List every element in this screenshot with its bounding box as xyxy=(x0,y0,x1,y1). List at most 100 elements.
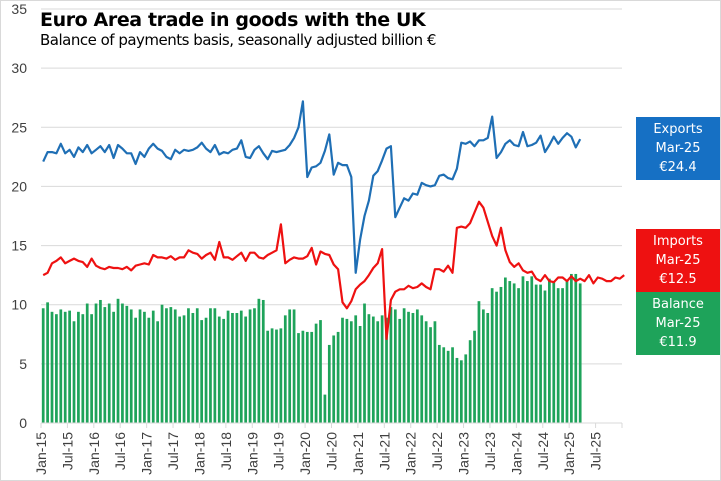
balance-bar xyxy=(332,335,336,423)
x-tick-label: Jan-22 xyxy=(403,432,419,475)
y-axis-ticks: 0 5 10 15 20 25 30 35 xyxy=(11,1,27,431)
balance-bar xyxy=(327,344,331,423)
exports-callout-name: Exports xyxy=(653,122,703,137)
balance-bar xyxy=(371,316,375,423)
balance-bar xyxy=(503,277,507,423)
balance-bar xyxy=(266,330,270,423)
balance-bar xyxy=(151,310,155,423)
balance-bar xyxy=(138,309,142,423)
balance-bar xyxy=(165,308,168,423)
balance-bar xyxy=(468,340,472,423)
x-axis: Jan-15 Jul-15 Jan-16 Jul-16 Jan-17 Jul-17 Jan-… xyxy=(33,422,623,475)
balance-bar xyxy=(556,288,560,423)
balance-bar xyxy=(367,314,371,423)
balance-bar xyxy=(341,317,344,423)
x-tick-label: Jul-20 xyxy=(324,432,340,470)
balance-bar xyxy=(209,308,212,423)
balance-bar xyxy=(297,333,300,423)
balance-bar xyxy=(200,320,204,423)
balance-bar xyxy=(147,317,151,423)
y-tick-label: 0 xyxy=(19,415,27,431)
balance-bar xyxy=(565,281,569,423)
balance-bar xyxy=(239,310,243,423)
balance-bar xyxy=(217,316,221,423)
imports-line xyxy=(42,200,625,341)
balance-bar xyxy=(473,330,476,423)
balance-bar xyxy=(173,309,177,423)
x-tick-label: Jan-25 xyxy=(561,432,577,475)
balance-bar xyxy=(112,311,115,423)
balance-bar xyxy=(389,307,393,423)
balance-bar xyxy=(68,310,71,423)
balance-bar xyxy=(116,298,120,423)
x-tick-label: Jan-18 xyxy=(191,432,207,475)
x-tick-label: Jan-20 xyxy=(297,432,313,475)
balance-bar xyxy=(134,317,137,423)
balance-bar xyxy=(578,283,582,423)
balance-bar xyxy=(305,331,309,423)
balance-bar xyxy=(231,312,234,423)
balance-bar xyxy=(495,291,498,423)
balance-bar xyxy=(526,281,529,423)
balance-bar xyxy=(376,321,380,423)
balance-bar xyxy=(191,312,195,423)
chart-title: Euro Area trade in goods with the UK xyxy=(40,9,426,31)
balance-bars xyxy=(41,273,582,423)
balance-bar xyxy=(481,309,485,423)
balance-bar xyxy=(512,283,516,423)
balance-bar xyxy=(477,301,481,423)
exports-line xyxy=(42,100,582,274)
balance-callout-value: €11.9 xyxy=(659,335,697,350)
balance-bar xyxy=(125,305,129,423)
balance-bar xyxy=(46,302,49,423)
balance-bar xyxy=(160,304,164,423)
balance-bar xyxy=(103,307,107,423)
balance-bar xyxy=(99,299,102,423)
balance-callout: Balance Mar-25 €11.9 xyxy=(636,292,720,355)
balance-bar xyxy=(244,316,248,423)
x-tick-label: Jan-19 xyxy=(244,432,260,475)
x-tick-label: Jul-17 xyxy=(165,432,181,470)
balance-bar xyxy=(420,315,424,423)
balance-bar xyxy=(429,327,432,423)
balance-bar xyxy=(41,308,45,423)
balance-bar xyxy=(81,314,85,423)
balance-bar xyxy=(402,308,406,423)
balance-bar xyxy=(55,314,58,423)
imports-callout-period: Mar-25 xyxy=(655,253,701,268)
balance-bar xyxy=(90,314,93,423)
balance-bar xyxy=(385,317,388,423)
y-tick-label: 5 xyxy=(19,356,27,372)
balance-bar xyxy=(235,312,239,423)
balance-bar xyxy=(499,286,503,423)
balance-bar xyxy=(363,303,366,423)
balance-bar xyxy=(455,357,459,423)
x-tick-label: Jul-18 xyxy=(218,432,234,470)
exports-callout-value: €24.4 xyxy=(659,160,697,175)
balance-callout-name: Balance xyxy=(652,297,704,312)
balance-bar xyxy=(521,276,525,423)
balance-bar xyxy=(248,309,252,423)
balance-bar xyxy=(59,309,63,423)
imports-callout-value: €12.5 xyxy=(659,272,697,287)
balance-bar xyxy=(319,320,322,423)
x-tick-label: Jul-21 xyxy=(376,432,392,470)
x-tick-label: Jan-23 xyxy=(456,432,472,475)
balance-bar xyxy=(279,328,283,423)
balance-bar xyxy=(257,298,261,423)
balance-bar xyxy=(380,315,384,423)
balance-bar xyxy=(283,315,287,423)
balance-bar xyxy=(574,273,578,423)
balance-bar xyxy=(94,303,98,423)
balance-bar xyxy=(310,331,314,423)
balance-bar xyxy=(314,323,318,423)
y-tick-label: 35 xyxy=(11,1,27,17)
x-tick-label: Jan-16 xyxy=(86,432,102,475)
gridlines xyxy=(41,8,622,365)
balance-bar xyxy=(486,312,490,423)
balance-bar xyxy=(143,311,146,423)
y-tick-label: 10 xyxy=(11,297,27,313)
balance-bar xyxy=(437,344,441,423)
balance-bar xyxy=(253,308,256,423)
